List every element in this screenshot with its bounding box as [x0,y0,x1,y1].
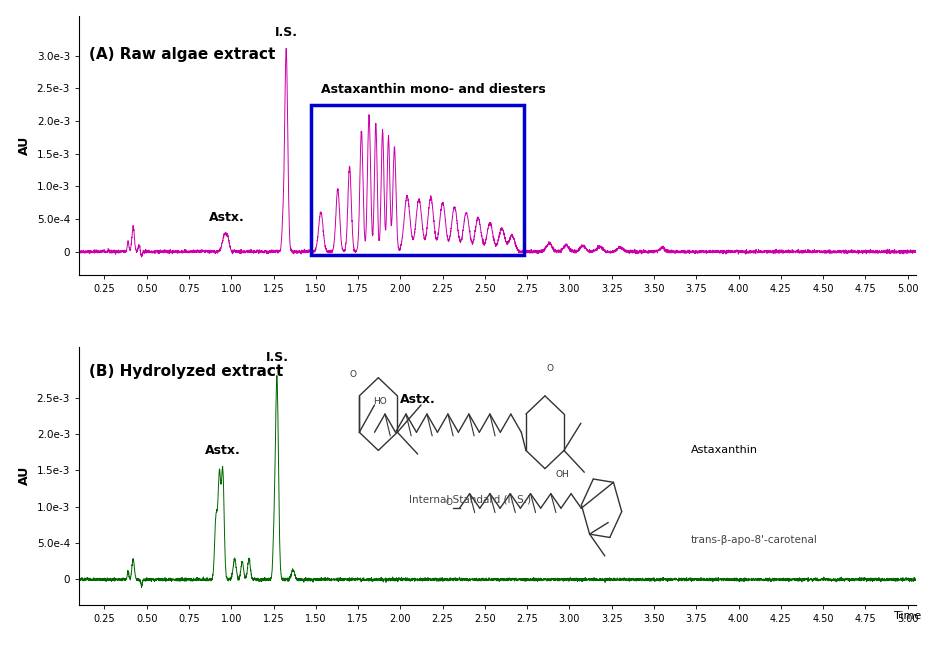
Text: Astx.: Astx. [209,211,245,224]
Text: (A) Raw algae extract: (A) Raw algae extract [89,47,275,62]
Text: HO: HO [374,397,387,406]
Text: I.S.: I.S. [265,351,288,364]
Text: O: O [445,498,453,507]
Text: Time: Time [894,611,921,621]
Text: O: O [349,370,356,379]
Text: Internal Standard (I. S.): Internal Standard (I. S.) [409,494,531,504]
Text: Astx.: Astx. [205,444,241,457]
Text: Astaxanthin: Astaxanthin [691,445,758,455]
Text: O: O [547,364,553,373]
Text: Astaxanthin mono- and diesters: Astaxanthin mono- and diesters [321,83,546,96]
Text: I.S.: I.S. [274,26,298,39]
Text: (B) Hydrolyzed extract: (B) Hydrolyzed extract [89,364,284,379]
Bar [311,105,524,255]
Text: Astx.: Astx. [400,392,436,405]
Text: OH: OH [555,470,569,479]
Y-axis label: AU: AU [18,466,31,485]
Y-axis label: AU: AU [18,136,31,155]
Text: trans-β-apo-8'-carotenal: trans-β-apo-8'-carotenal [691,534,818,545]
